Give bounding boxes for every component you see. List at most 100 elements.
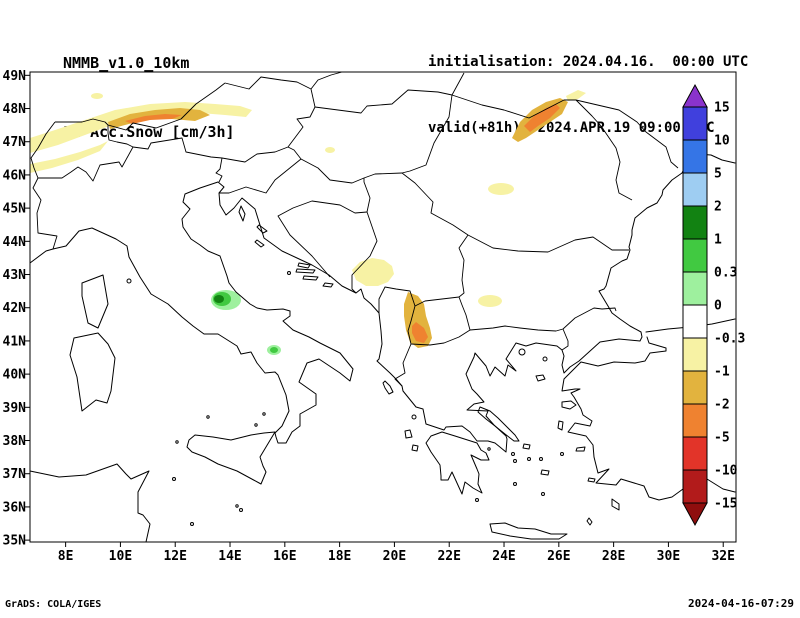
border-path	[458, 234, 469, 298]
island-outline	[411, 444, 419, 452]
lat-tick-label: 49N	[3, 69, 27, 84]
border-path	[300, 158, 403, 184]
coastline-path	[29, 463, 151, 543]
colorbar-tick-label: -0.3	[714, 332, 745, 347]
snow-patch	[352, 258, 394, 286]
map-area: 49N 48N 47N 46N 45N 44N 43N 42N 41N 40N 39N 38N 37N 3…	[0, 60, 800, 565]
colorbar-tick-label: 0.3	[714, 266, 737, 281]
border-path	[310, 71, 343, 90]
border-path	[277, 200, 368, 278]
island-outline	[235, 504, 239, 508]
border-path	[401, 172, 469, 236]
island-outline	[302, 275, 319, 281]
colorbar-segment	[682, 337, 708, 372]
snow-patch	[325, 147, 335, 153]
border-path	[469, 325, 564, 332]
coastlines	[29, 153, 736, 543]
snow-patch	[270, 347, 278, 353]
colorbar-segment	[682, 370, 708, 405]
island-outline	[539, 457, 543, 461]
lon-tick-label: 18E	[328, 549, 351, 564]
colorbar-segment	[682, 205, 708, 240]
lat-tick-label: 38N	[3, 434, 27, 449]
lat-tick-label: 36N	[3, 500, 27, 515]
lon-tick-label: 14E	[218, 549, 241, 564]
border-path	[575, 99, 679, 169]
lat-tick-label: 41N	[3, 334, 27, 349]
lat-tick-label: 42N	[3, 301, 27, 316]
border-path	[30, 121, 56, 179]
colorbar-tick-label: 1	[714, 233, 722, 248]
border-path	[451, 94, 576, 119]
island-outline	[206, 415, 210, 419]
colorbar-segment	[682, 436, 708, 471]
border-path	[287, 88, 316, 148]
colorbar-tick-label: 10	[714, 134, 730, 149]
island-outline	[254, 423, 258, 427]
colorbar-arrow-up	[682, 83, 708, 108]
lon-tick-label: 30E	[657, 549, 680, 564]
lat-tick-label: 35N	[3, 534, 27, 549]
colorbar-tick-label: 0	[714, 299, 722, 314]
island-outline	[190, 522, 194, 526]
islands	[69, 205, 620, 540]
lon-tick-label: 16E	[273, 549, 296, 564]
colorbar-tick-label: -10	[714, 464, 738, 479]
border-path	[55, 118, 134, 148]
island-outline	[382, 380, 394, 395]
colorbar-tick-label: -5	[714, 431, 730, 446]
island-outline	[239, 508, 243, 512]
lon-tick-label: 24E	[492, 549, 515, 564]
border-path	[394, 343, 412, 387]
border-path	[351, 211, 378, 294]
lat-tick-label: 47N	[3, 135, 27, 150]
lat-tick-label: 43N	[3, 268, 27, 283]
grads-credit: GrADS: COLA/IGES	[5, 599, 102, 610]
snow-patch	[488, 183, 514, 195]
border-path	[132, 137, 289, 163]
colorbar: 15 10 5 2 1 0.3 0 -0.3 -1 -2 -5 -10 -15	[682, 83, 746, 529]
colorbar-tick-label: 15	[714, 101, 730, 116]
lat-tick-label: 45N	[3, 202, 27, 217]
border-path	[314, 89, 453, 114]
border-path	[378, 286, 416, 313]
island-outline	[541, 492, 545, 496]
island-outline	[560, 452, 564, 456]
coastline-path	[425, 431, 490, 495]
island-outline	[186, 431, 276, 485]
lat-tick-label: 46N	[3, 168, 27, 183]
island-outline	[256, 224, 268, 234]
border-path	[410, 329, 471, 346]
country-borders	[30, 71, 679, 387]
island-outline	[287, 271, 291, 275]
colorbar-segment	[682, 106, 708, 141]
island-outline	[69, 332, 116, 412]
border-path	[32, 177, 58, 250]
border-path	[401, 94, 453, 174]
colorbar-segment	[682, 403, 708, 438]
snow-patch	[524, 104, 560, 132]
island-outline	[513, 459, 517, 463]
lon-tick-label: 8E	[58, 549, 74, 564]
snow-patch	[566, 90, 586, 101]
island-outline	[527, 457, 531, 461]
island-outline	[513, 482, 517, 486]
border-path	[467, 234, 629, 253]
island-outline	[238, 205, 246, 222]
lon-tick-label: 26E	[547, 549, 570, 564]
island-outline	[475, 498, 479, 502]
island-outline	[297, 262, 311, 269]
border-path	[561, 328, 569, 351]
border-path	[562, 307, 617, 330]
border-path	[38, 146, 134, 182]
island-outline	[126, 278, 132, 284]
lon-tick-label: 10E	[109, 549, 132, 564]
valid-time: valid(+81h): 2024.APR.19 09:00 UTC	[428, 120, 715, 136]
colorbar-tick-label: -2	[714, 398, 730, 413]
island-outline	[511, 452, 515, 456]
lat-tick-label: 39N	[3, 401, 27, 416]
island-outline	[535, 374, 546, 382]
island-outline	[172, 477, 176, 481]
island-outline	[477, 406, 520, 442]
border-path	[215, 157, 223, 183]
